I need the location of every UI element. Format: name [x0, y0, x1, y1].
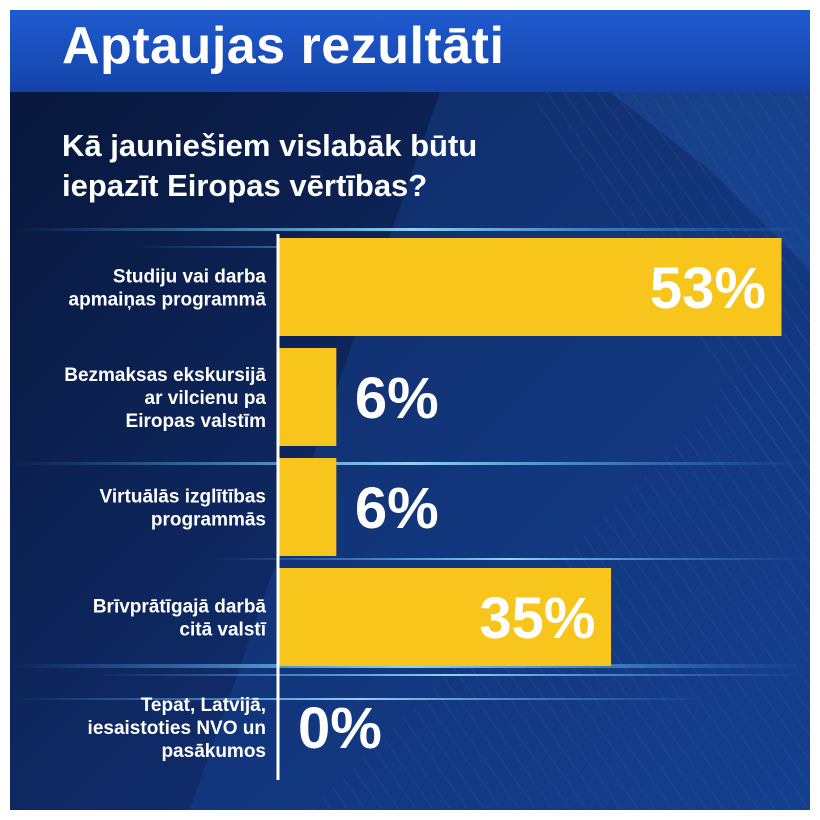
- category-label-line: Studiju vai darba: [113, 267, 267, 288]
- category-label: Virtuālās izglītības programmās: [100, 487, 266, 531]
- value-label: 6%: [355, 366, 439, 431]
- bar: [279, 238, 782, 336]
- value-label: 53%: [650, 256, 766, 321]
- category-label-line: Brīvprātīgajā darbā: [93, 597, 267, 618]
- chart-title-line: iepazīt Eiropas vērtības?: [62, 168, 428, 203]
- category-label-line: Tepat, Latvijā,: [141, 695, 266, 716]
- bar: [279, 458, 337, 556]
- value-label: 6%: [355, 476, 439, 541]
- category-label: Studiju vai darba apmaiņas programmā: [69, 267, 267, 311]
- bar-chart: Studiju vai darba apmaiņas programmā 53% Be…: [64, 234, 782, 780]
- value-label: 0%: [298, 696, 382, 761]
- value-label: 35%: [479, 586, 595, 651]
- bar: [279, 568, 612, 666]
- header-banner: Aptaujas rezultāti: [10, 10, 810, 92]
- page-title: Aptaujas rezultāti: [62, 17, 505, 75]
- category-label-line: ar vilcienu pa: [145, 388, 267, 409]
- category-label: Tepat, Latvijā, iesaistoties NVO un pasāku…: [88, 695, 266, 762]
- category-label-line: iesaistoties NVO un: [88, 718, 266, 739]
- category-label-line: Bezmaksas ekskursijā: [64, 365, 266, 386]
- chart-question: Kā jauniešiem vislabāk būtu iepazīt Eiro…: [62, 126, 702, 206]
- category-label-line: pasākumos: [161, 741, 266, 762]
- category-label-line: Eiropas valstīm: [126, 411, 266, 432]
- category-label-line: programmās: [151, 510, 266, 531]
- category-label: Brīvprātīgajā darbā citā valstī: [93, 597, 267, 641]
- bar: [279, 348, 337, 446]
- category-label-line: citā valstī: [179, 620, 266, 641]
- category-label-line: apmaiņas programmā: [69, 290, 267, 311]
- category-label: Bezmaksas ekskursijā ar vilcienu pa Eiropa…: [64, 365, 266, 432]
- infographic-frame: Aptaujas rezultāti Kā jauniešiem vislabā…: [10, 10, 810, 810]
- category-label-line: Virtuālās izglītības: [100, 487, 266, 508]
- chart-title-line: Kā jauniešiem vislabāk būtu: [62, 128, 478, 163]
